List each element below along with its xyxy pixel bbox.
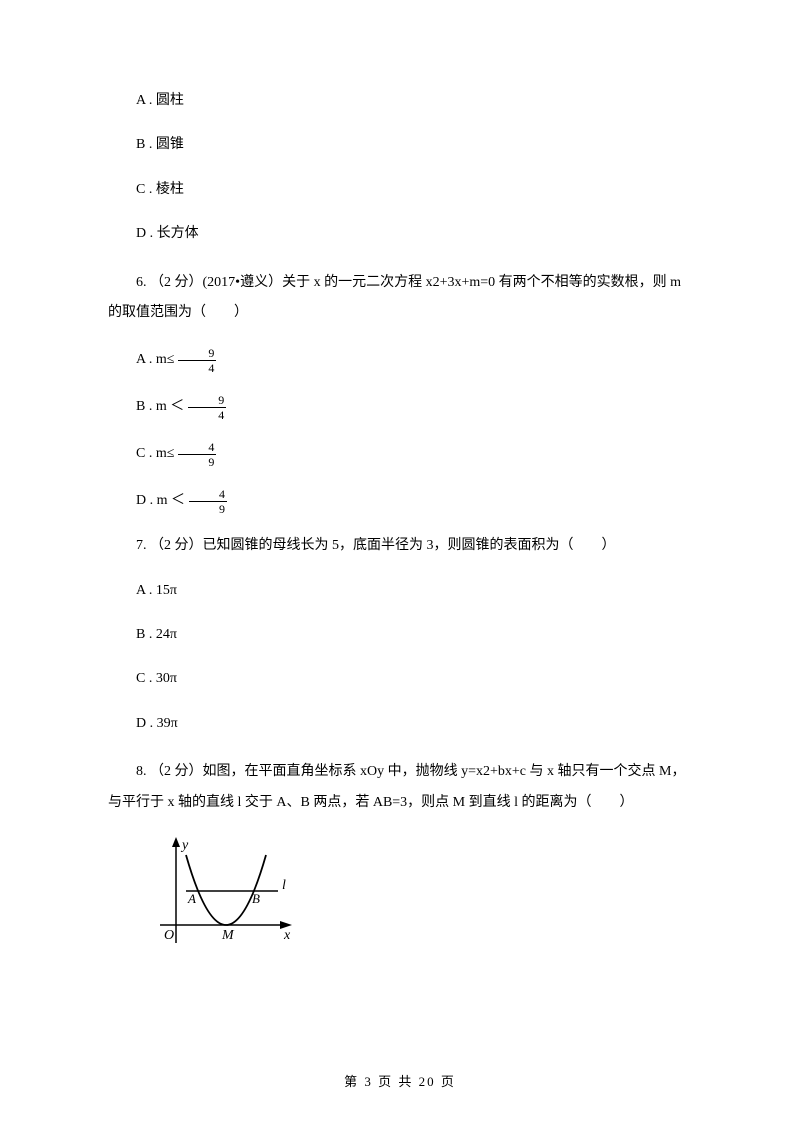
option-c: C . 棱柱 <box>108 179 692 201</box>
question-8: 8. （2 分）如图，在平面直角坐标系 xOy 中，抛物线 y=x2+bx+c … <box>108 757 692 819</box>
q7-option-c: C . 30π <box>108 668 692 690</box>
option-b: B . 圆锥 <box>108 134 692 156</box>
question-7: 7. （2 分）已知圆锥的母线长为 5，底面半径为 3，则圆锥的表面积为（ ） <box>108 535 692 557</box>
label-M: M <box>221 928 235 943</box>
option-a: A . 圆柱 <box>108 90 692 112</box>
q7-option-a: A . 15π <box>108 580 692 602</box>
label-y: y <box>180 838 189 853</box>
option-d: D . 长方体 <box>108 223 692 245</box>
question-6: 6. （2 分）(2017•遵义）关于 x 的一元二次方程 x2+3x+m=0 … <box>108 268 692 330</box>
q6-option-d: D . m ＜49 <box>108 488 692 515</box>
q6-option-a: A . m≤94 <box>108 347 692 374</box>
q7-option-d: D . 39π <box>108 713 692 735</box>
q6-option-b: B . m ＜94 <box>108 394 692 421</box>
page-footer: 第 3 页 共 20 页 <box>0 1071 800 1090</box>
label-B: B <box>252 891 260 906</box>
q7-option-b: B . 24π <box>108 624 692 646</box>
label-l: l <box>282 878 286 893</box>
q6-option-c: C . m≤49 <box>108 441 692 468</box>
q8-figure: y x O M A B l <box>152 833 692 961</box>
label-O: O <box>164 928 174 943</box>
label-x: x <box>283 928 291 943</box>
label-A: A <box>187 891 196 906</box>
